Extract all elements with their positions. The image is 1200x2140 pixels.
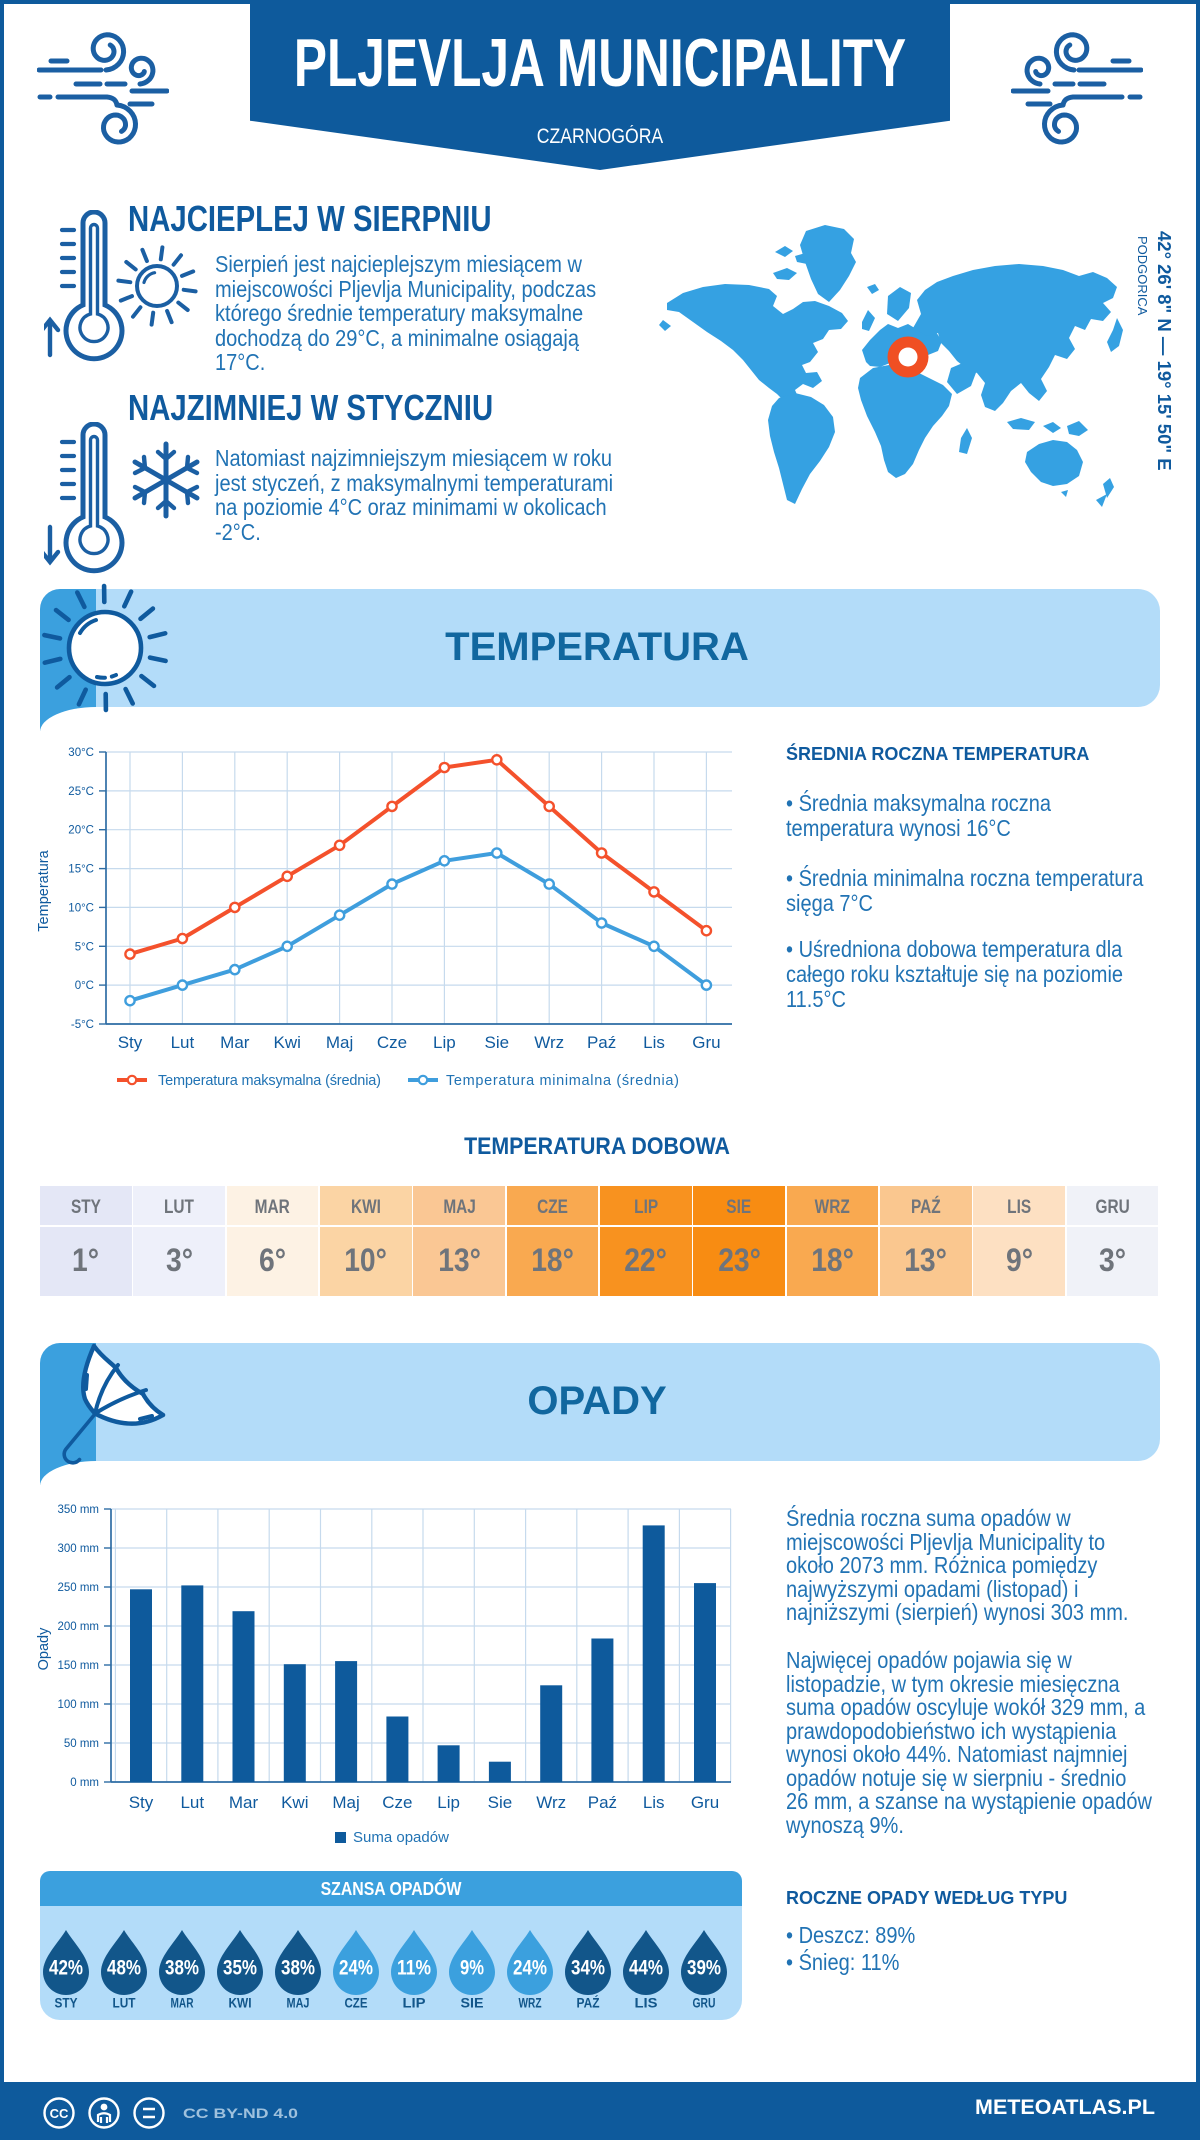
- svg-text:GRU: GRU: [693, 1996, 716, 2011]
- svg-text:39%: 39%: [687, 1956, 721, 1980]
- svg-text:24%: 24%: [513, 1956, 547, 1980]
- svg-text:Opady: Opady: [36, 1627, 52, 1670]
- svg-text:Temperatura: Temperatura: [36, 849, 52, 931]
- svg-text:WRZ: WRZ: [519, 1996, 542, 2011]
- svg-text:Cze: Cze: [382, 1793, 412, 1812]
- svg-text:48%: 48%: [107, 1956, 141, 1980]
- svg-text:38%: 38%: [165, 1956, 199, 1980]
- svg-text:350 mm: 350 mm: [57, 1504, 99, 1516]
- svg-text:44%: 44%: [629, 1956, 663, 1980]
- svg-text:LIS: LIS: [635, 1996, 658, 2011]
- svg-text:Sie: Sie: [488, 1793, 513, 1812]
- svg-text:Suma opadów: Suma opadów: [353, 1829, 449, 1846]
- svg-text:9%: 9%: [460, 1956, 484, 1980]
- svg-text:150 mm: 150 mm: [57, 1660, 99, 1672]
- svg-text:10°C: 10°C: [68, 902, 94, 914]
- svg-text:100 mm: 100 mm: [57, 1699, 99, 1711]
- svg-text:24%: 24%: [339, 1956, 373, 1980]
- svg-text:11%: 11%: [397, 1956, 431, 1980]
- svg-text:Maj: Maj: [326, 1033, 353, 1052]
- svg-text:SIE: SIE: [461, 1996, 484, 2011]
- svg-text:CC: CC: [50, 2106, 69, 2121]
- svg-text:25°C: 25°C: [68, 786, 94, 798]
- svg-text:Gru: Gru: [692, 1033, 720, 1052]
- svg-text:Paź: Paź: [588, 1793, 617, 1812]
- svg-text:Lip: Lip: [437, 1793, 460, 1812]
- svg-text:Mar: Mar: [220, 1033, 250, 1052]
- svg-text:Gru: Gru: [691, 1793, 719, 1812]
- svg-text:20°C: 20°C: [68, 825, 94, 837]
- svg-text:CZE: CZE: [345, 1996, 368, 2011]
- svg-text:30°C: 30°C: [68, 747, 94, 759]
- svg-text:Wrz: Wrz: [534, 1033, 564, 1052]
- svg-text:35%: 35%: [223, 1956, 257, 1980]
- svg-text:15°C: 15°C: [68, 864, 94, 876]
- svg-text:Cze: Cze: [377, 1033, 407, 1052]
- svg-text:50 mm: 50 mm: [64, 1738, 99, 1750]
- svg-text:Kwi: Kwi: [281, 1793, 308, 1812]
- svg-text:42%: 42%: [49, 1956, 83, 1980]
- svg-text:MAR: MAR: [171, 1996, 194, 2011]
- svg-text:300 mm: 300 mm: [57, 1543, 99, 1555]
- svg-text:Sty: Sty: [129, 1793, 154, 1812]
- svg-text:Kwi: Kwi: [273, 1033, 300, 1052]
- svg-text:Lut: Lut: [180, 1793, 204, 1812]
- svg-text:Paź: Paź: [587, 1033, 616, 1052]
- svg-text:-5°C: -5°C: [71, 1019, 94, 1031]
- svg-text:250 mm: 250 mm: [57, 1582, 99, 1594]
- svg-text:0°C: 0°C: [75, 980, 94, 992]
- svg-text:Sie: Sie: [485, 1033, 510, 1052]
- svg-text:Sty: Sty: [118, 1033, 143, 1052]
- svg-text:CC BY-ND 4.0: CC BY-ND 4.0: [183, 2105, 298, 2121]
- svg-text:Lis: Lis: [643, 1793, 665, 1812]
- svg-text:Wrz: Wrz: [536, 1793, 566, 1812]
- svg-text:PAŹ: PAŹ: [577, 1996, 600, 2011]
- svg-text:34%: 34%: [571, 1956, 605, 1980]
- svg-text:Lis: Lis: [643, 1033, 665, 1052]
- svg-text:5°C: 5°C: [75, 941, 94, 953]
- svg-text:LIP: LIP: [403, 1996, 426, 2011]
- svg-text:200 mm: 200 mm: [57, 1621, 99, 1633]
- svg-text:Lut: Lut: [171, 1033, 195, 1052]
- svg-text:Temperatura maksymalna (średni: Temperatura maksymalna (średnia): [158, 1073, 381, 1089]
- svg-text:LUT: LUT: [113, 1996, 137, 2011]
- svg-text:38%: 38%: [281, 1956, 315, 1980]
- svg-text:Lip: Lip: [433, 1033, 456, 1052]
- svg-text:0 mm: 0 mm: [70, 1777, 99, 1789]
- svg-text:Temperatura minimalna (średnia: Temperatura minimalna (średnia): [446, 1073, 679, 1089]
- svg-text:STY: STY: [55, 1996, 78, 2011]
- svg-text:MAJ: MAJ: [287, 1996, 310, 2011]
- svg-text:Mar: Mar: [229, 1793, 259, 1812]
- svg-text:Maj: Maj: [332, 1793, 359, 1812]
- svg-text:KWI: KWI: [229, 1996, 252, 2011]
